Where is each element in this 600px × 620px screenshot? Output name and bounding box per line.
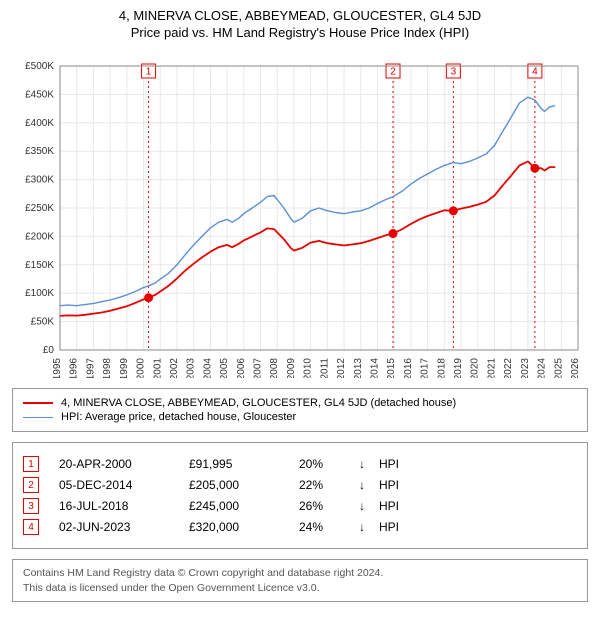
svg-text:2009: 2009 bbox=[286, 358, 297, 378]
svg-text:2005: 2005 bbox=[219, 358, 230, 378]
legend-item: HPI: Average price, detached house, Glou… bbox=[23, 411, 577, 423]
transaction-table: 120-APR-2000£91,99520%↓HPI205-DEC-2014£2… bbox=[12, 442, 588, 549]
transaction-marker: 3 bbox=[23, 498, 39, 514]
svg-text:2010: 2010 bbox=[303, 358, 314, 378]
transaction-row: 3 16-JUL-2018£245,00026%↓HPI bbox=[23, 498, 577, 514]
transaction-row: 2 05-DEC-2014£205,00022%↓HPI bbox=[23, 477, 577, 493]
svg-text:2002: 2002 bbox=[169, 358, 180, 378]
legend-swatch bbox=[23, 417, 53, 418]
svg-text:£250K: £250K bbox=[25, 203, 54, 214]
legend-label: 4, MINERVA CLOSE, ABBEYMEAD, GLOUCESTER,… bbox=[61, 397, 456, 409]
transaction-price: £320,000 bbox=[189, 520, 299, 534]
svg-text:£200K: £200K bbox=[25, 231, 54, 242]
svg-text:£400K: £400K bbox=[25, 118, 54, 129]
down-arrow-icon: ↓ bbox=[359, 520, 379, 534]
svg-text:2008: 2008 bbox=[269, 358, 280, 378]
transaction-pct: 24% bbox=[299, 520, 359, 534]
chart-subtitle: Price paid vs. HM Land Registry's House … bbox=[12, 25, 588, 40]
transaction-marker: 2 bbox=[23, 477, 39, 493]
transaction-ref: HPI bbox=[379, 520, 399, 534]
svg-text:2021: 2021 bbox=[486, 358, 497, 378]
footer-attribution: Contains HM Land Registry data © Crown c… bbox=[12, 559, 588, 602]
svg-text:2022: 2022 bbox=[503, 358, 514, 378]
svg-text:£500K: £500K bbox=[25, 61, 54, 72]
down-arrow-icon: ↓ bbox=[359, 499, 379, 513]
svg-text:1996: 1996 bbox=[69, 358, 80, 378]
page-root: 4, MINERVA CLOSE, ABBEYMEAD, GLOUCESTER,… bbox=[0, 0, 600, 614]
svg-text:2001: 2001 bbox=[152, 358, 163, 378]
title-block: 4, MINERVA CLOSE, ABBEYMEAD, GLOUCESTER,… bbox=[12, 8, 588, 40]
transaction-row: 4 02-JUN-2023£320,00024%↓HPI bbox=[23, 519, 577, 535]
legend-item: 4, MINERVA CLOSE, ABBEYMEAD, GLOUCESTER,… bbox=[23, 397, 577, 409]
svg-text:2004: 2004 bbox=[202, 358, 213, 378]
svg-text:2007: 2007 bbox=[253, 358, 264, 378]
svg-text:2000: 2000 bbox=[136, 358, 147, 378]
svg-text:£350K: £350K bbox=[25, 146, 54, 157]
svg-text:4: 4 bbox=[532, 67, 538, 78]
chart-area: £0 £50K £100K £150K £200K £250K £300K £350K £400… bbox=[12, 48, 588, 378]
down-arrow-icon: ↓ bbox=[359, 478, 379, 492]
transaction-marker: 4 bbox=[23, 519, 39, 535]
chart-title: 4, MINERVA CLOSE, ABBEYMEAD, GLOUCESTER,… bbox=[12, 8, 588, 23]
transaction-marker: 1 bbox=[23, 456, 39, 472]
transaction-price: £205,000 bbox=[189, 478, 299, 492]
down-arrow-icon: ↓ bbox=[359, 457, 379, 471]
svg-text:£0: £0 bbox=[43, 345, 55, 356]
svg-text:2011: 2011 bbox=[319, 358, 330, 378]
svg-text:1999: 1999 bbox=[119, 358, 130, 378]
svg-text:2026: 2026 bbox=[570, 358, 581, 378]
transaction-date: 02-JUN-2023 bbox=[59, 520, 189, 534]
svg-text:2019: 2019 bbox=[453, 358, 464, 378]
footer-line-2: This data is licensed under the Open Gov… bbox=[23, 581, 577, 596]
legend-swatch bbox=[23, 402, 53, 404]
svg-text:£50K: £50K bbox=[31, 317, 55, 328]
transaction-price: £91,995 bbox=[189, 457, 299, 471]
transaction-row: 1 20-APR-2000£91,99520%↓HPI bbox=[23, 456, 577, 472]
svg-text:2020: 2020 bbox=[470, 358, 481, 378]
legend-label: HPI: Average price, detached house, Glou… bbox=[61, 411, 296, 423]
svg-text:2015: 2015 bbox=[386, 358, 397, 378]
transaction-pct: 26% bbox=[299, 499, 359, 513]
transaction-ref: HPI bbox=[379, 457, 399, 471]
legend-box: 4, MINERVA CLOSE, ABBEYMEAD, GLOUCESTER,… bbox=[12, 388, 588, 432]
svg-text:2017: 2017 bbox=[420, 358, 431, 378]
transaction-date: 05-DEC-2014 bbox=[59, 478, 189, 492]
svg-text:£450K: £450K bbox=[25, 89, 54, 100]
svg-text:2016: 2016 bbox=[403, 358, 414, 378]
transaction-pct: 22% bbox=[299, 478, 359, 492]
svg-text:2012: 2012 bbox=[336, 358, 347, 378]
svg-text:2013: 2013 bbox=[353, 358, 364, 378]
transaction-price: £245,000 bbox=[189, 499, 299, 513]
svg-text:3: 3 bbox=[451, 67, 457, 78]
transaction-ref: HPI bbox=[379, 499, 399, 513]
transaction-pct: 20% bbox=[299, 457, 359, 471]
svg-text:1998: 1998 bbox=[102, 358, 113, 378]
transaction-date: 20-APR-2000 bbox=[59, 457, 189, 471]
svg-text:£100K: £100K bbox=[25, 288, 54, 299]
svg-text:1: 1 bbox=[146, 67, 152, 78]
footer-line-1: Contains HM Land Registry data © Crown c… bbox=[23, 566, 577, 581]
svg-text:£300K: £300K bbox=[25, 175, 54, 186]
transaction-ref: HPI bbox=[379, 478, 399, 492]
svg-text:1997: 1997 bbox=[85, 358, 96, 378]
svg-text:2003: 2003 bbox=[186, 358, 197, 378]
svg-text:2023: 2023 bbox=[520, 358, 531, 378]
svg-text:2025: 2025 bbox=[553, 358, 564, 378]
svg-text:2: 2 bbox=[390, 67, 396, 78]
svg-text:2024: 2024 bbox=[537, 358, 548, 378]
transaction-date: 16-JUL-2018 bbox=[59, 499, 189, 513]
line-chart: £0 £50K £100K £150K £200K £250K £300K £350K £400… bbox=[12, 48, 588, 378]
svg-text:2014: 2014 bbox=[369, 358, 380, 378]
svg-text:1995: 1995 bbox=[52, 358, 63, 378]
svg-text:£150K: £150K bbox=[25, 260, 54, 271]
svg-text:2006: 2006 bbox=[236, 358, 247, 378]
svg-text:2018: 2018 bbox=[436, 358, 447, 378]
